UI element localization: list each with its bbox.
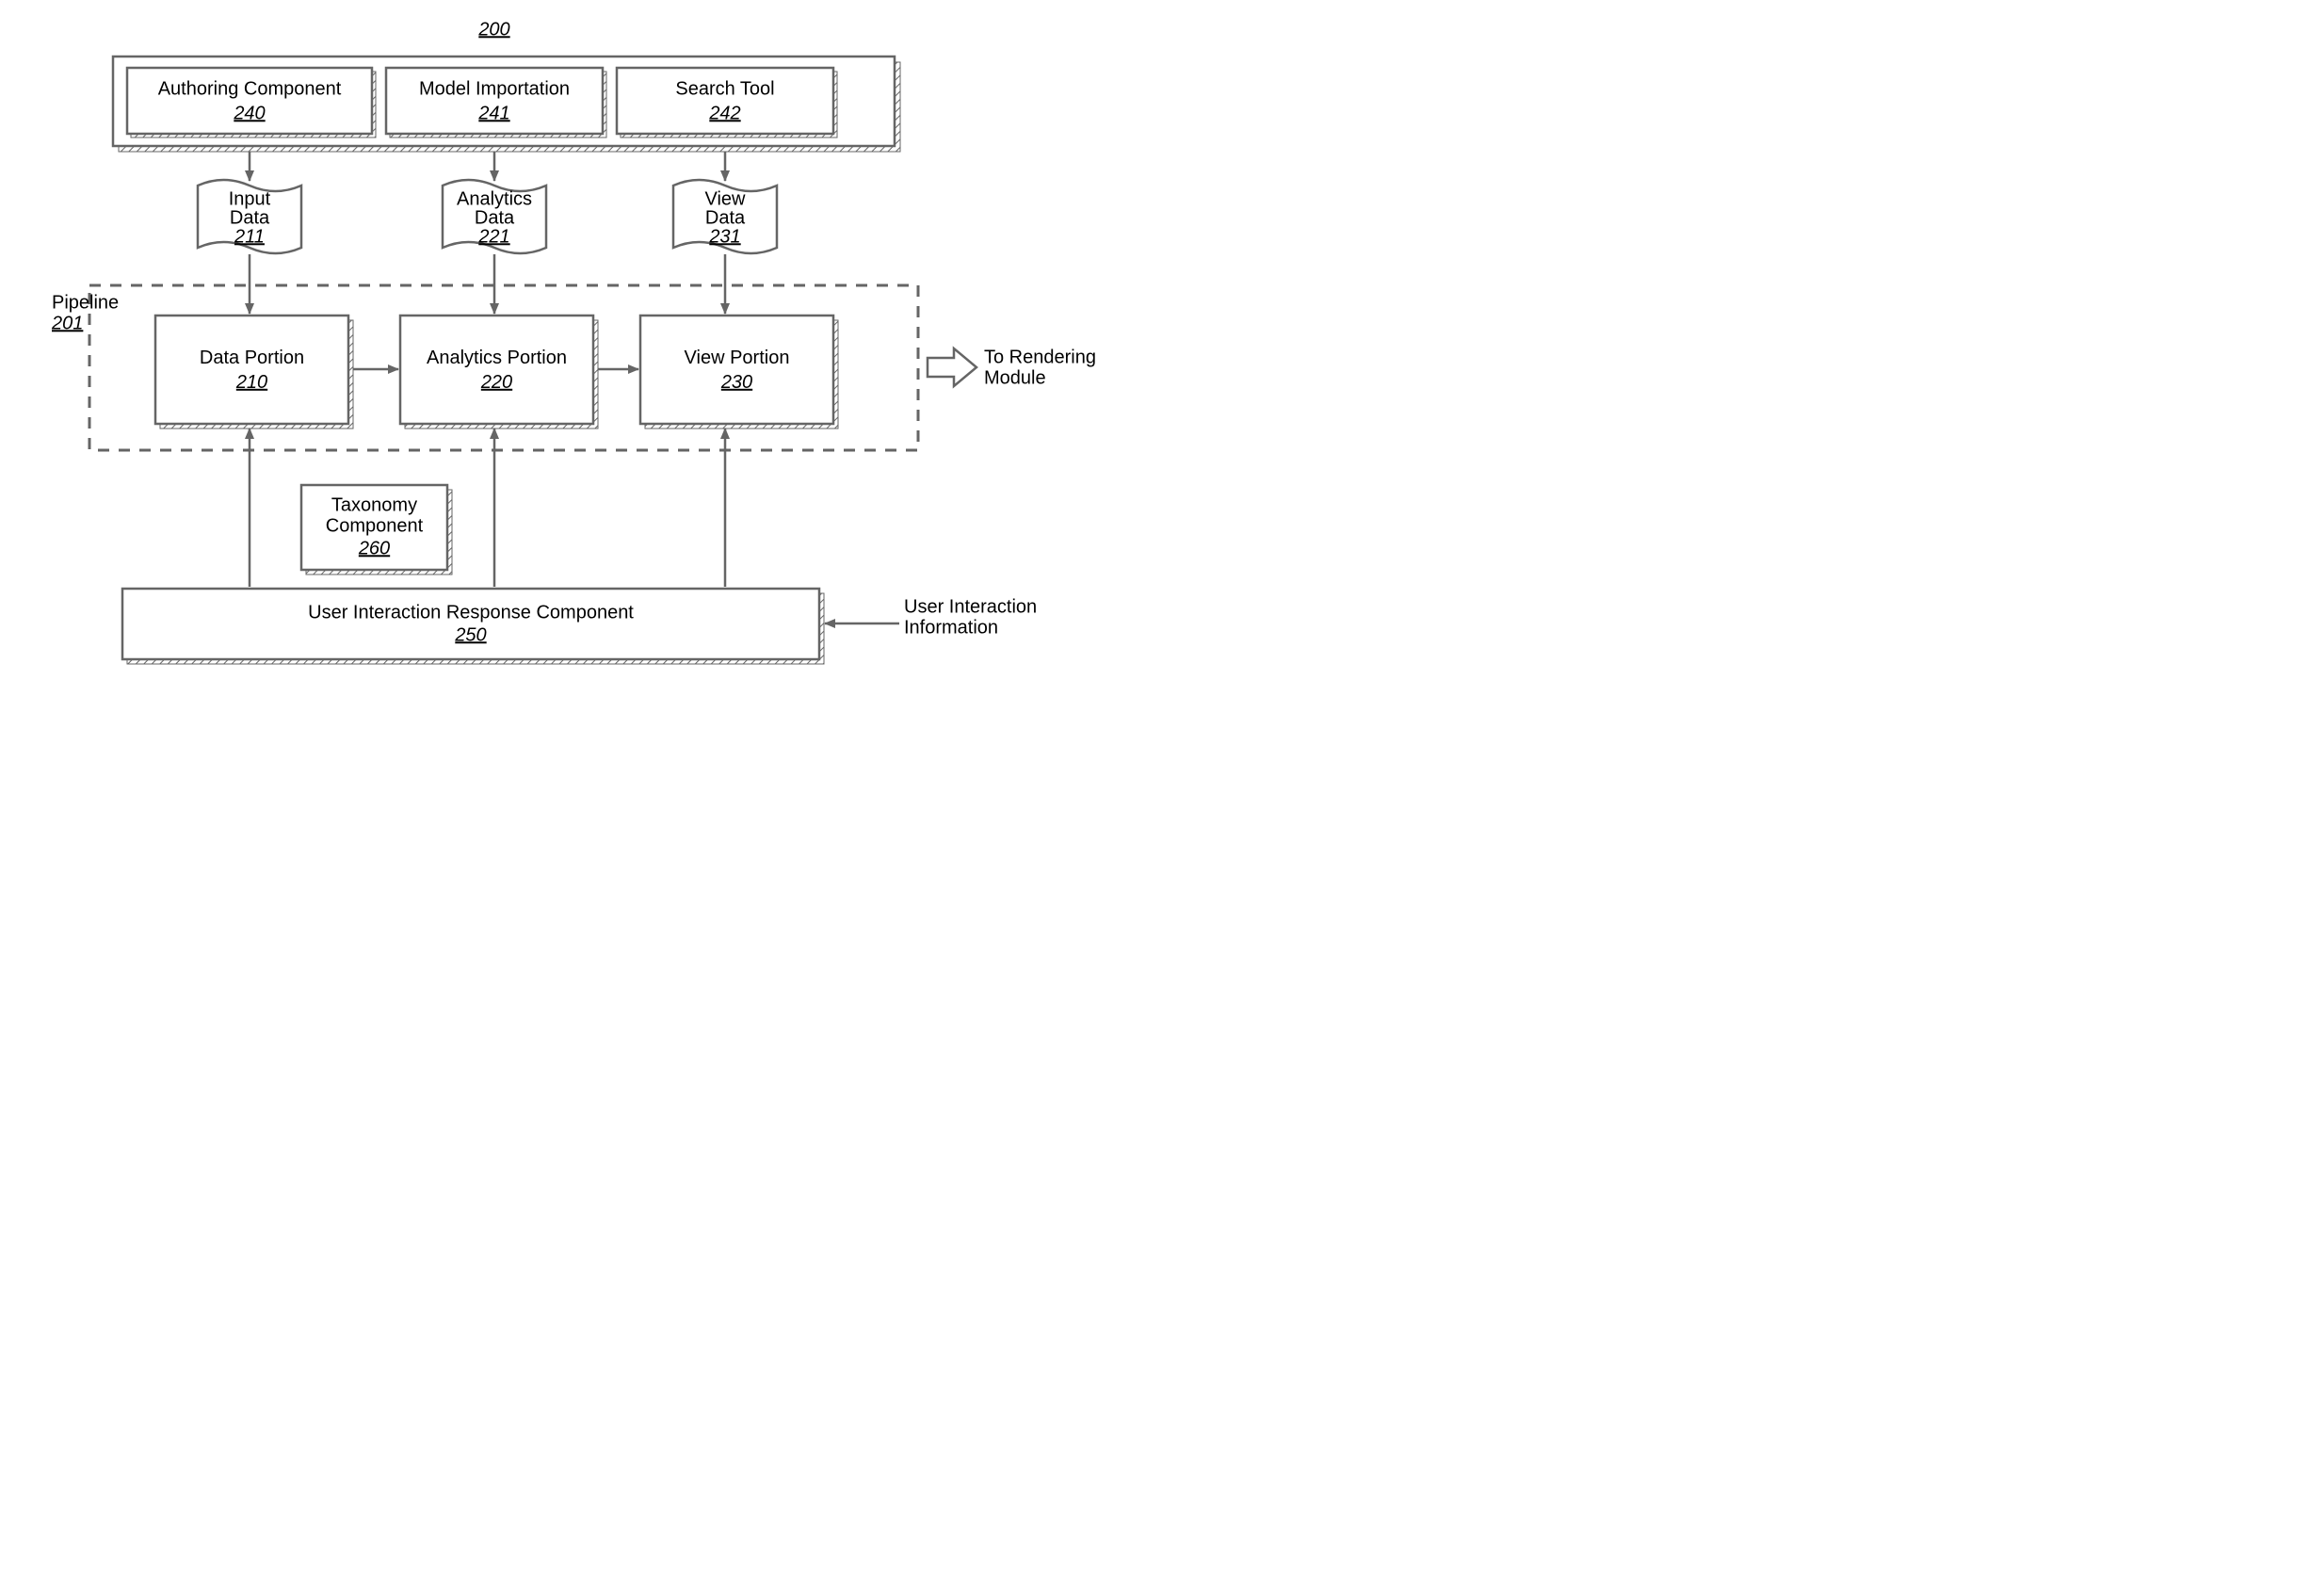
figure-number: 200 (477, 19, 509, 40)
svg-text:Data Portion: Data Portion (200, 348, 304, 368)
svg-text:Component: Component (326, 515, 424, 536)
architecture-diagram: 200 Authoring Component 240 Model Importati… (51, 19, 1096, 664)
svg-text:220: 220 (480, 372, 512, 393)
svg-text:View: View (705, 188, 747, 209)
svg-text:211: 211 (234, 226, 265, 247)
svg-text:221: 221 (477, 226, 509, 247)
svg-text:Analytics: Analytics (457, 188, 532, 209)
svg-text:231: 231 (708, 226, 740, 247)
svg-text:View Portion: View Portion (685, 348, 790, 368)
svg-text:241: 241 (477, 103, 509, 123)
svg-text:242: 242 (708, 103, 740, 123)
svg-text:User Interaction: User Interaction (904, 596, 1037, 617)
svg-text:Authoring Component: Authoring Component (158, 78, 342, 99)
svg-text:Model Importation: Model Importation (419, 78, 570, 99)
svg-text:201: 201 (51, 313, 83, 333)
svg-text:User Interaction Response Comp: User Interaction Response Component (308, 602, 634, 623)
svg-text:To Rendering: To Rendering (984, 347, 1096, 367)
svg-text:Information: Information (904, 617, 998, 638)
svg-text:Taxonomy: Taxonomy (331, 494, 417, 515)
svg-text:Data: Data (475, 207, 515, 228)
svg-text:Search Tool: Search Tool (675, 78, 774, 99)
svg-text:240: 240 (233, 103, 265, 123)
svg-text:210: 210 (235, 372, 267, 393)
svg-text:230: 230 (720, 372, 752, 393)
svg-text:Pipeline: Pipeline (52, 292, 119, 313)
svg-text:260: 260 (358, 538, 390, 558)
svg-text:Module: Module (984, 367, 1046, 388)
svg-text:Data: Data (230, 207, 270, 228)
svg-text:Input: Input (229, 188, 271, 209)
svg-text:Data: Data (705, 207, 746, 228)
svg-text:Analytics Portion: Analytics Portion (427, 348, 567, 368)
svg-text:250: 250 (454, 624, 486, 645)
